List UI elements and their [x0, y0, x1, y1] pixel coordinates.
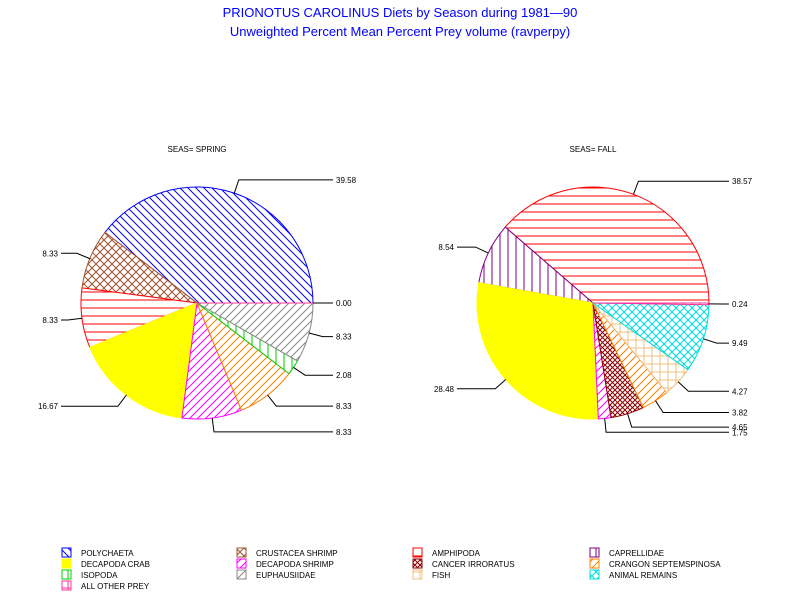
- pie-fall-label-cancer_irroratus: 4.65: [732, 423, 748, 432]
- pie-fall-leader-animal_remains: [703, 338, 729, 344]
- pie-spring-label-decapoda_crab: 16.67: [38, 402, 59, 411]
- legend-label-all_other: ALL OTHER PREY: [81, 582, 150, 591]
- legend-label-caprellidae: CAPRELLIDAE: [609, 549, 664, 558]
- pie-spring-label-isopoda: 2.08: [336, 371, 352, 380]
- pie-spring-leader-decapoda_crab: [61, 394, 127, 407]
- legend-label-crangon: CRANGON SEPTEMSPINOSA: [609, 560, 721, 569]
- legend-swatch-decapoda_crab: [61, 558, 72, 569]
- chart-subtitle: Unweighted Percent Mean Percent Prey vol…: [230, 24, 570, 39]
- legend-swatch-euphausiidae: [236, 569, 247, 580]
- legend-label-fish: FISH: [432, 571, 450, 580]
- pie-spring-slices: [80, 186, 314, 420]
- pie-fall-leader-caprellidae: [457, 246, 489, 254]
- pie-spring-leader-crangon: [267, 394, 333, 407]
- pie-fall-title: SEAS= FALL: [570, 145, 617, 154]
- pie-fall-leader-cancer_irroratus: [627, 413, 729, 428]
- pie-fall-labels: 38.57 8.54 28.48 1.754.65 3.82 4.27 9.49 0.24: [434, 177, 753, 437]
- pie-spring-leader-isopoda: [293, 366, 333, 376]
- legend-swatch-all_other: [61, 580, 72, 591]
- pie-spring-leader-euphausiidae: [308, 332, 333, 338]
- pie-spring-title: SEAS= SPRING: [168, 145, 227, 154]
- pie-spring-leader-polychaeta: [233, 179, 333, 194]
- pie-fall-label-amphipoda: 38.57: [732, 177, 753, 186]
- legend-swatch-crangon: [589, 558, 600, 569]
- pie-fall-leader-amphipoda: [633, 180, 729, 195]
- pie-fall-label-crangon: 3.82: [732, 409, 748, 418]
- pie-fall-label-fish: 4.27: [732, 387, 748, 396]
- pie-spring-label-decapoda_shrimp: 8.33: [336, 428, 352, 437]
- pie-fall-label-caprellidae: 8.54: [438, 243, 454, 252]
- legend-swatch-cancer_irroratus: [412, 558, 423, 569]
- pie-fall-label-decapoda_crab: 28.48: [434, 385, 455, 394]
- pie-spring-label-all_other: 0.00: [336, 299, 352, 308]
- pie-spring: SEAS= SPRING 39.58 8.33 8.33 16.67 8.33 8.33 2…: [38, 145, 357, 437]
- pie-spring-label-polychaeta: 39.58: [336, 176, 357, 185]
- legend-label-crustacea_shrimp: CRUSTACEA SHRIMP: [256, 549, 338, 558]
- pie-fall-slice-amphipoda: [504, 186, 710, 304]
- pie-spring-labels: 39.58 8.33 8.33 16.67 8.33 8.33 2.08 8.33 0.00: [38, 176, 357, 437]
- legend-swatch-animal_remains: [589, 569, 600, 580]
- pie-spring-slice-polychaeta: [104, 186, 314, 304]
- legend-label-animal_remains: ANIMAL REMAINS: [609, 571, 677, 580]
- legend-swatch-polychaeta: [61, 547, 72, 558]
- legend-label-isopoda: ISOPODA: [81, 571, 118, 580]
- pie-spring-leader-amphipoda: [61, 317, 83, 321]
- pie-spring-label-crangon: 8.33: [336, 402, 352, 411]
- legend-swatch-fish: [412, 569, 423, 580]
- pie-fall-slices: [476, 186, 710, 420]
- pie-spring-leader-crustacea_shrimp: [61, 252, 90, 260]
- pie-fall-slice-decapoda_crab: [476, 282, 599, 420]
- pie-fall-slice-all_other: [592, 302, 710, 306]
- pie-fall: SEAS= FALL 38.57 8.54 28.48 1.754.65 3.82 4.2…: [434, 145, 753, 437]
- pie-fall-leader-crangon: [655, 400, 729, 413]
- pie-fall-leader-fish: [677, 381, 729, 392]
- legend-swatch-caprellidae: [589, 547, 600, 558]
- pie-spring-label-crustacea_shrimp: 8.33: [42, 249, 58, 258]
- legend-label-amphipoda: AMPHIPODA: [432, 549, 481, 558]
- legend-swatch-crustacea_shrimp: [236, 547, 247, 558]
- pie-fall-label-animal_remains: 9.49: [732, 339, 748, 348]
- pie-spring-label-euphausiidae: 8.33: [336, 333, 352, 342]
- legend-label-decapoda_crab: DECAPODA CRAB: [81, 560, 150, 569]
- pie-fall-label-decapoda_shrimp: 1.75: [732, 428, 748, 437]
- chart-title: PRIONOTUS CAROLINUS Diets by Season duri…: [223, 5, 578, 20]
- legend-swatch-amphipoda: [412, 547, 423, 558]
- pie-spring-leader-decapoda_shrimp: [211, 417, 333, 433]
- pie-fall-label-all_other: 0.24: [732, 300, 748, 309]
- legend-swatch-decapoda_shrimp: [236, 558, 247, 569]
- pie-spring-label-amphipoda: 8.33: [42, 316, 58, 325]
- legend-label-polychaeta: POLYCHAETA: [81, 549, 134, 558]
- legend-label-euphausiidae: EUPHAUSIIDAE: [256, 571, 316, 580]
- pie-fall-leader-decapoda_shrimp: [604, 418, 729, 433]
- legend-label-cancer_irroratus: CANCER IRRORATUS: [432, 560, 515, 569]
- legend-swatch-isopoda: [61, 569, 72, 580]
- pie-fall-leader-decapoda_crab: [457, 379, 507, 390]
- legend: POLYCHAETA CRUSTACEA SHRIMP AMPHIPODA CAPRE…: [61, 547, 721, 591]
- legend-label-decapoda_shrimp: DECAPODA SHRIMP: [256, 560, 334, 569]
